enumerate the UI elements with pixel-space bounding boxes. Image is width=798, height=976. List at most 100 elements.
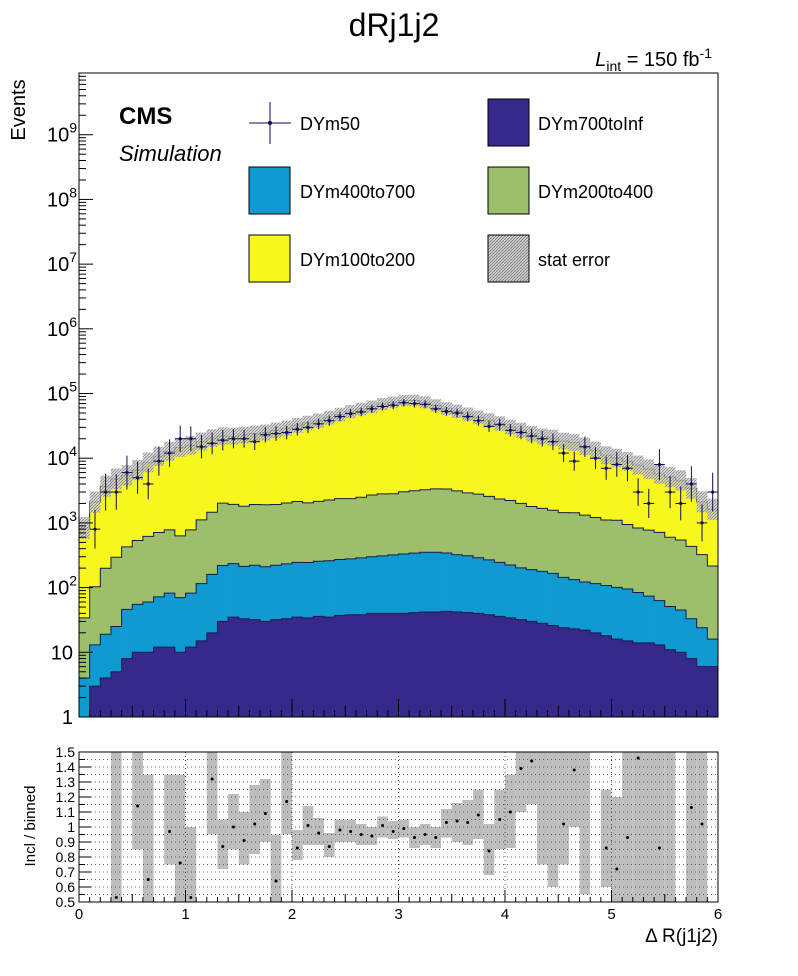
ratio-band-box xyxy=(600,789,612,887)
y-tick-label: 106 xyxy=(47,314,77,341)
dym50-point xyxy=(434,407,438,411)
dym50-point xyxy=(370,407,374,411)
dym50-point xyxy=(114,490,118,494)
bar-dym700toinf xyxy=(270,619,282,717)
dym50-point xyxy=(615,462,619,467)
lumi-symbol: L xyxy=(595,49,606,71)
legend-label-dym700toinf: DYm700toInf xyxy=(538,114,644,134)
ratio-point xyxy=(285,800,289,803)
bar-dym700toinf xyxy=(323,617,335,717)
dym50-point xyxy=(711,490,715,494)
dym50-point xyxy=(178,437,182,441)
legend-label-stat-error: stat error xyxy=(538,250,610,270)
stat-error-box xyxy=(558,432,569,450)
ratio-band-box xyxy=(696,752,708,902)
dym50-point xyxy=(359,410,363,414)
bar-dym700toinf xyxy=(483,614,495,717)
bar-dym400to700 xyxy=(100,634,112,717)
ratio-band-box xyxy=(132,752,143,850)
ratio-x-tick-label: 2 xyxy=(288,906,296,923)
bar-dym700toinf xyxy=(473,613,484,717)
ratio-band-box xyxy=(260,779,271,842)
ratio-point xyxy=(317,831,321,835)
dym50-point xyxy=(135,476,140,480)
dym50-point xyxy=(561,451,566,455)
bar-dym400to700 xyxy=(89,644,101,717)
dym50-point xyxy=(572,459,576,463)
ratio-band-box xyxy=(270,834,282,902)
ratio-point xyxy=(444,821,448,824)
bar-dym700toinf xyxy=(419,611,431,717)
ratio-point xyxy=(700,822,704,826)
ratio-y-tick-label: 1.2 xyxy=(56,789,76,805)
lumi-subscript: int xyxy=(606,58,621,74)
bar-dym700toinf xyxy=(142,652,154,717)
dym50-point xyxy=(402,401,406,405)
ratio-point xyxy=(168,830,172,833)
bar-dym700toinf xyxy=(206,632,218,717)
dym50-point xyxy=(657,462,662,467)
ratio-point xyxy=(530,759,534,763)
ratio-x-tick-label: 0 xyxy=(75,906,83,923)
dym50-point xyxy=(466,414,470,419)
ratio-point xyxy=(412,836,416,839)
bar-dym700toinf xyxy=(398,613,410,717)
bar-dym700toinf xyxy=(696,666,708,717)
bar-dym700toinf xyxy=(707,666,719,717)
ratio-point xyxy=(136,804,140,808)
ratio-point xyxy=(391,830,395,833)
ratio-band-box xyxy=(228,794,239,850)
bar-dym700toinf xyxy=(526,621,538,717)
ratio-x-tick-label: 1 xyxy=(181,906,189,923)
bar-dym700toinf xyxy=(547,625,559,717)
bar-dym700toinf xyxy=(249,619,261,717)
ratio-point xyxy=(615,867,619,871)
ratio-point xyxy=(466,821,470,824)
bar-dym700toinf xyxy=(164,647,176,717)
ratio-band-box xyxy=(664,752,676,902)
dym50-point xyxy=(444,409,449,413)
ratio-point xyxy=(146,878,150,881)
ratio-point xyxy=(231,825,235,829)
bar-dym700toinf xyxy=(132,652,144,717)
bar-dym700toinf xyxy=(515,619,527,717)
bar-dym700toinf xyxy=(494,616,506,717)
dym50-point xyxy=(199,445,204,449)
legend-label-dym100to200: DYm100to200 xyxy=(300,250,415,270)
ratio-y-tick-label: 1 xyxy=(67,819,75,835)
dym50-point xyxy=(285,430,289,435)
dym50-point xyxy=(263,433,267,437)
bar-dym700toinf xyxy=(100,678,112,717)
ratio-point xyxy=(295,846,299,850)
ratio-point xyxy=(636,756,640,760)
bar-dym700toinf xyxy=(292,617,303,717)
bar-dym700toinf xyxy=(228,617,240,717)
dym50-point xyxy=(679,501,683,506)
dym50-point xyxy=(423,402,427,406)
outline-dym400to700 xyxy=(78,551,719,717)
dym50-point xyxy=(604,466,608,470)
ratio-error-band xyxy=(110,752,708,902)
ratio-y-tick-label: 1.3 xyxy=(56,774,76,790)
outline-dym200to400 xyxy=(78,488,719,717)
ratio-y-axis-label: Incl / binned xyxy=(22,786,39,867)
ratio-point xyxy=(455,819,459,823)
ratio-point xyxy=(338,828,342,832)
bar-dym700toinf xyxy=(590,632,602,717)
legend-label-dym400to700: DYm400to700 xyxy=(300,182,415,202)
ratio-y-tick-label: 1.4 xyxy=(56,759,76,775)
bar-dym700toinf xyxy=(366,613,378,717)
legend-entry-dym700toinf: DYm700toInf xyxy=(487,98,644,147)
bar-dym700toinf xyxy=(611,639,623,717)
y-tick-label: 108 xyxy=(47,184,77,211)
ratio-point xyxy=(263,812,267,815)
stat-error-box xyxy=(675,470,687,491)
ratio-point xyxy=(178,861,182,865)
bar-dym700toinf xyxy=(260,621,271,717)
main-y-axis: 1 10 102 103 104 105 106 107 108 109 xyxy=(47,72,93,729)
dym50-point xyxy=(625,466,630,470)
ratio-point xyxy=(625,836,629,839)
bar-dym700toinf xyxy=(654,644,666,717)
dym50-point xyxy=(455,411,459,415)
